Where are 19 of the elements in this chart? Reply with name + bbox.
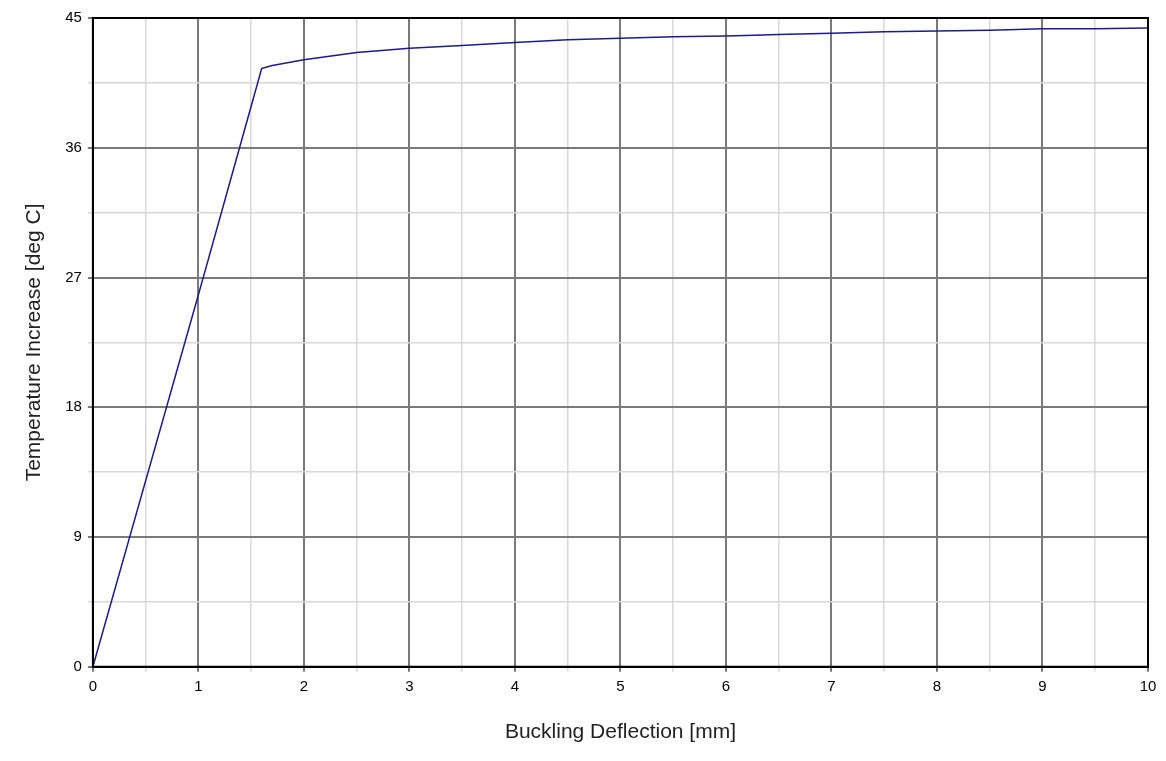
x-tick-label: 8 xyxy=(932,676,942,694)
y-tick-label: 36 xyxy=(65,137,82,155)
x-tick-label: 5 xyxy=(616,676,625,694)
y-tick-label: 27 xyxy=(65,267,82,285)
x-tick-label: 6 xyxy=(721,676,731,694)
y-tick-label: 0 xyxy=(73,656,82,674)
x-tick-label: 10 xyxy=(1139,676,1157,694)
x-tick-label: 9 xyxy=(1038,676,1047,694)
x-tick-label: 7 xyxy=(827,676,836,694)
x-axis-title: Buckling Deflection [mm] xyxy=(504,719,736,743)
x-tick-label: 4 xyxy=(510,676,520,694)
y-tick-label: 45 xyxy=(65,8,82,26)
x-tick-label: 3 xyxy=(405,676,414,694)
x-tick-label: 1 xyxy=(194,676,203,694)
y-tick-label: 18 xyxy=(65,397,82,415)
y-tick-label: 9 xyxy=(73,527,82,545)
y-axis-title: Temperature Increase [deg C] xyxy=(21,203,45,482)
x-tick-label: 0 xyxy=(88,676,98,694)
x-tick-label: 2 xyxy=(299,676,309,694)
